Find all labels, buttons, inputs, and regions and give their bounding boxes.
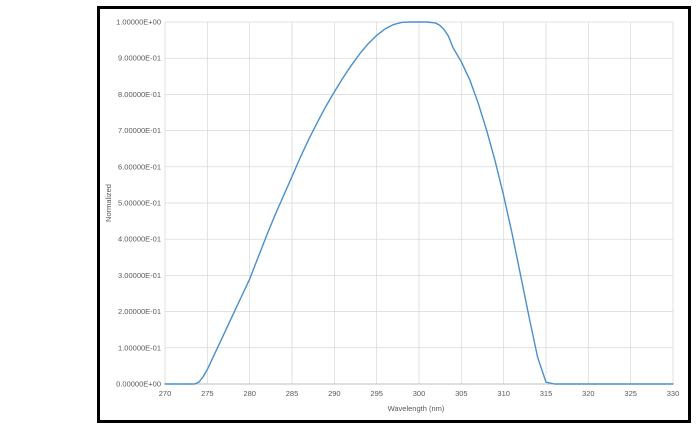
y-tick-label: 6.00000E-01 [118,162,161,171]
gridlines [164,21,674,385]
y-tick-label: 7.00000E-01 [118,126,161,135]
series-layer [164,21,674,385]
x-tick-label: 330 [667,389,680,398]
y-tick-label: 3.00000E-01 [118,271,161,280]
y-tick-label: 9.00000E-01 [118,54,161,63]
x-tick-label: 300 [413,389,426,398]
y-tick-label: 8.00000E-01 [118,90,161,99]
chart-frame [97,6,691,423]
y-axis-ticks: 0.00000E+00 1.00000E-01 2.00000E-01 3.00000… [116,18,161,389]
x-tick-label: 290 [328,389,341,398]
y-tick-label: 5.00000E-01 [118,199,161,208]
series-line [164,21,674,385]
y-tick-label: 2.00000E-01 [118,307,161,316]
x-axis-ticks: 270 275 280 285 290 295 300 305 310 315 320 325 330 [159,389,680,398]
x-tick-label: 310 [497,389,510,398]
x-tick-label: 275 [201,389,214,398]
x-tick-label: 285 [286,389,299,398]
y-tick-label: 1.00000E-01 [118,343,161,352]
y-axis-title: Normalized [104,184,113,222]
x-tick-label: 305 [455,389,468,398]
x-tick-label: 315 [540,389,553,398]
x-tick-label: 280 [243,389,256,398]
x-tick-label: 270 [159,389,172,398]
x-tick-label: 325 [624,389,637,398]
x-tick-label: 320 [582,389,595,398]
y-tick-label: 0.00000E+00 [116,380,161,389]
x-tick-label: 295 [370,389,383,398]
y-tick-label: 4.00000E-01 [118,235,161,244]
y-tick-label: 1.00000E+00 [116,18,161,27]
x-axis-title: Wavelength (nm) [388,404,445,413]
